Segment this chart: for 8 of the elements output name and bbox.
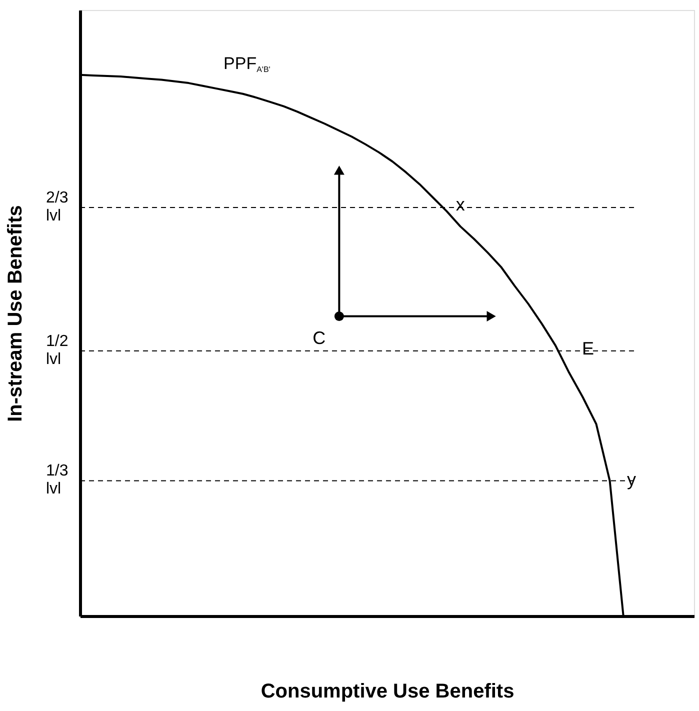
ref-line-label: 1/2 lvl	[46, 332, 68, 368]
ref-line-label: 2/3 lvl	[46, 189, 68, 224]
annotation: y	[627, 470, 636, 490]
annotation: C	[312, 328, 326, 348]
ref-line-label: 1/3 lvl	[46, 462, 68, 498]
y-axis-title: In-stream Use Benefits	[4, 205, 26, 422]
annotation: E	[582, 338, 594, 358]
x-axis-title: Consumptive Use Benefits	[260, 680, 514, 702]
